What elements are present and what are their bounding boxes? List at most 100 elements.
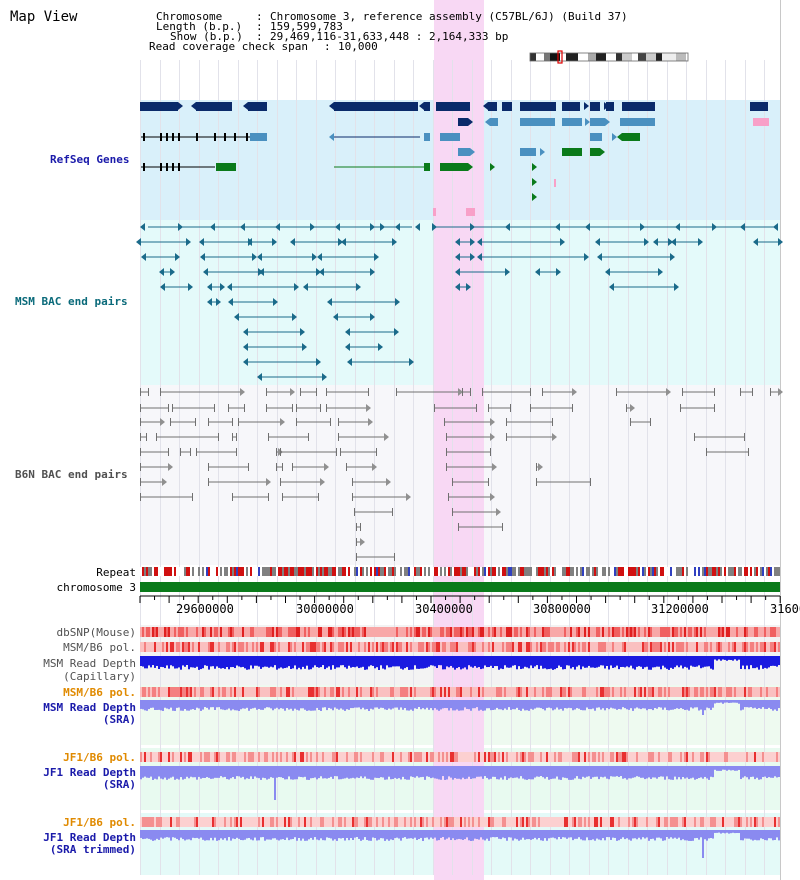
repeat-element bbox=[698, 567, 700, 576]
b6n-bac-end bbox=[156, 433, 157, 441]
msm-bac-end bbox=[243, 343, 248, 351]
read-depth-bar bbox=[640, 766, 642, 778]
polymorphism-cell bbox=[580, 642, 582, 652]
msm-bac-end bbox=[333, 313, 338, 321]
polymorphism-cell bbox=[434, 817, 436, 827]
polymorphism-cell bbox=[498, 817, 500, 827]
read-depth-bar bbox=[742, 656, 744, 666]
read-depth-bar bbox=[634, 766, 636, 778]
repeat-element bbox=[220, 567, 222, 576]
polymorphism-cell bbox=[638, 642, 640, 652]
polymorphism-cell bbox=[184, 642, 186, 652]
read-depth-bar bbox=[414, 656, 416, 666]
polymorphism-cell bbox=[456, 642, 458, 652]
polymorphism-cell bbox=[194, 687, 196, 697]
repeat-element bbox=[642, 567, 644, 576]
polymorphism-cell bbox=[254, 687, 256, 697]
msm-bac-end bbox=[670, 253, 675, 261]
polymorphism-cell bbox=[314, 687, 316, 697]
b6n-bac-track-label[interactable]: B6N BAC end pairs bbox=[15, 468, 128, 481]
read-depth-bar bbox=[582, 656, 584, 667]
read-depth-bar bbox=[224, 656, 226, 669]
read-depth-bar bbox=[348, 830, 350, 841]
read-depth-bar bbox=[762, 766, 764, 778]
b6n-bac-end bbox=[490, 418, 495, 426]
repeat-element bbox=[514, 567, 516, 576]
repeat-element bbox=[168, 567, 170, 576]
polymorphism-cell bbox=[394, 752, 396, 762]
read-depth-bar bbox=[694, 830, 696, 839]
polymorphism-cell bbox=[292, 752, 294, 762]
polymorphism-cell bbox=[524, 752, 526, 762]
polymorphism-cell bbox=[702, 817, 704, 827]
read-depth-bar bbox=[580, 766, 582, 780]
read-depth-bar bbox=[680, 700, 682, 709]
read-depth-bar bbox=[602, 830, 604, 839]
read-depth-bar bbox=[368, 656, 370, 667]
polymorphism-cell bbox=[164, 687, 166, 697]
read-depth-bar bbox=[498, 700, 500, 710]
polymorphism-cell bbox=[446, 687, 448, 697]
polymorphism-cell bbox=[526, 627, 528, 637]
read-depth-bar bbox=[680, 766, 682, 780]
msm-depth-sra-label: MSM Read Depth bbox=[43, 701, 136, 714]
read-depth-bar bbox=[732, 830, 734, 833]
read-depth-bar bbox=[514, 766, 516, 778]
polymorphism-cell bbox=[430, 642, 432, 652]
read-depth-bar bbox=[628, 766, 630, 779]
polymorphism-cell bbox=[250, 627, 252, 637]
polymorphism-cell bbox=[642, 817, 644, 827]
read-depth-bar bbox=[668, 656, 670, 670]
polymorphism-cell bbox=[156, 627, 158, 637]
repeat-element bbox=[364, 567, 366, 576]
read-depth-bar bbox=[364, 656, 366, 670]
refseq-track-label[interactable]: RefSeq Genes bbox=[50, 153, 130, 166]
msm-bac-track-label[interactable]: MSM BAC end pairs bbox=[15, 295, 128, 308]
polymorphism-cell bbox=[434, 752, 436, 762]
repeat-element bbox=[226, 567, 228, 576]
read-depth-bar bbox=[726, 830, 728, 833]
read-depth-bar bbox=[692, 766, 694, 778]
polymorphism-cell bbox=[378, 687, 380, 697]
read-depth-bar bbox=[756, 700, 758, 709]
read-depth-bar bbox=[428, 700, 430, 710]
read-depth-bar bbox=[598, 830, 600, 840]
polymorphism-cell bbox=[536, 817, 538, 827]
polymorphism-cell bbox=[480, 752, 482, 762]
read-depth-bar bbox=[588, 830, 590, 841]
repeat-element bbox=[250, 567, 252, 576]
msm-bac-end bbox=[243, 358, 248, 366]
repeat-element bbox=[684, 567, 686, 576]
ideogram-band bbox=[622, 53, 632, 61]
repeat-element bbox=[358, 567, 360, 576]
read-depth-bar bbox=[538, 766, 540, 777]
polymorphism-cell bbox=[706, 817, 708, 827]
polymorphism-cell bbox=[596, 627, 598, 637]
repeat-element bbox=[568, 567, 570, 576]
polymorphism-cell bbox=[556, 752, 558, 762]
b6n-bac-end bbox=[208, 418, 209, 426]
read-depth-bar bbox=[614, 700, 616, 709]
polymorphism-cell bbox=[546, 627, 548, 637]
read-depth-bar bbox=[400, 766, 402, 780]
read-depth-bar bbox=[672, 656, 674, 669]
read-depth-bar bbox=[752, 656, 754, 669]
polymorphism-cell bbox=[570, 817, 572, 827]
read-depth-bar bbox=[408, 700, 410, 711]
polymorphism-cell bbox=[612, 627, 614, 637]
polymorphism-cell bbox=[410, 817, 412, 827]
polymorphism-cell bbox=[712, 817, 714, 827]
polymorphism-cell bbox=[380, 752, 382, 762]
polymorphism-cell bbox=[398, 627, 400, 637]
polymorphism-cell bbox=[264, 642, 266, 652]
refseq-gene-exon bbox=[424, 133, 430, 141]
polymorphism-cell bbox=[528, 752, 530, 762]
polymorphism-cell bbox=[478, 752, 480, 762]
read-depth-bar bbox=[386, 656, 388, 666]
read-depth-bar bbox=[318, 830, 320, 841]
msm-bac-end bbox=[159, 268, 164, 276]
refseq-gene-exon bbox=[620, 118, 655, 126]
polymorphism-cell bbox=[424, 642, 426, 652]
read-depth-bar bbox=[306, 656, 308, 666]
